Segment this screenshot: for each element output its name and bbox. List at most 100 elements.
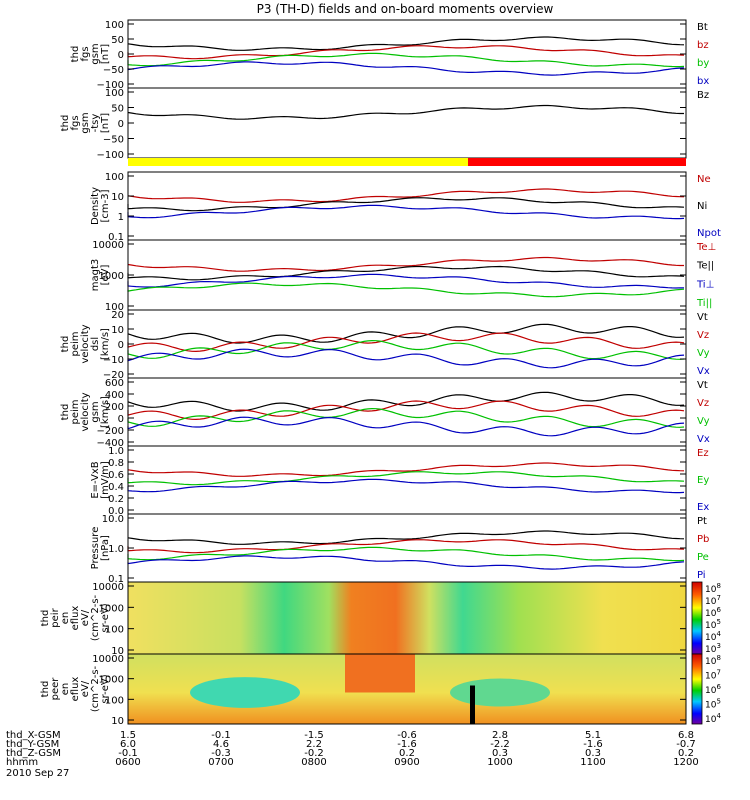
x-axis-value: 5.1 <box>585 730 601 741</box>
y-tick-label: 0.6 <box>108 470 124 481</box>
legend-item-ni: Ni <box>697 201 707 212</box>
y-tick-label: 0.8 <box>108 458 124 469</box>
x-axis-row-label: thd_X-GSM <box>6 730 61 741</box>
y-tick-label: 1000 <box>99 603 124 614</box>
y-axis-label: [km/s] <box>100 396 111 428</box>
series-line-vz <box>127 400 685 421</box>
ion-spectrogram <box>128 582 686 654</box>
colorbar-tick-label: 104 <box>705 712 721 725</box>
y-tick-label: 10000 <box>92 582 124 593</box>
colorbar <box>691 653 703 725</box>
legend-item-bt: Bt <box>697 22 708 33</box>
x-axis-value: 0.2 <box>399 748 415 759</box>
legend-item-bz: bz <box>697 40 709 51</box>
y-tick-label: 600 <box>105 378 124 389</box>
y-tick-label: −10 <box>103 355 124 366</box>
y-tick-label: 0.1 <box>108 574 124 585</box>
legend-item-vz: Vz <box>697 330 709 341</box>
x-axis-value: 0700 <box>208 757 233 768</box>
y-axis-label: velocity <box>80 392 91 431</box>
legend-item-vz: Vz <box>697 398 709 409</box>
y-tick-label: 50 <box>111 35 124 46</box>
y-axis-label: thd <box>60 115 71 132</box>
series-line-te- <box>127 256 684 272</box>
panel-frame <box>127 19 687 89</box>
spectrogram-band <box>345 654 415 693</box>
y-tick-label: −50 <box>103 135 124 146</box>
x-axis-value: 0600 <box>115 757 140 768</box>
y-axis-label: [km/s] <box>100 328 111 360</box>
y-tick-label: 20 <box>111 310 124 321</box>
y-tick-label: 0 <box>118 119 124 130</box>
panel-4: 10000 1000 100 magt3 [eV] Te⊥ Te|| Ti⊥ Ti|| <box>90 239 716 313</box>
x-axis-value: -0.1 <box>211 730 231 741</box>
y-tick-label: 10 <box>111 192 124 203</box>
legend-item-by: by <box>697 58 709 69</box>
y-tick-label: 0.2 <box>108 494 124 505</box>
y-axis-label: gsm <box>80 112 91 133</box>
y-tick-label: −400 <box>97 438 124 449</box>
y-axis-label: eflux <box>70 677 81 702</box>
y-axis-label: eV/ <box>80 609 91 626</box>
x-axis-value: 0.3 <box>492 748 508 759</box>
x-axis-value: -2.2 <box>490 739 510 750</box>
series-line-ti- <box>127 282 685 298</box>
y-tick-label: 400 <box>105 390 124 401</box>
series-line-vx <box>127 416 685 437</box>
series-line-ti- <box>127 273 685 289</box>
x-axis-value: 0.3 <box>585 748 601 759</box>
legend-item-npot: Npot <box>697 228 721 239</box>
x-axis-value: 1100 <box>580 757 605 768</box>
legend-item-te-: Te⊥ <box>696 242 716 253</box>
legend-item-vy: Vy <box>697 416 710 427</box>
panel-traces <box>127 530 685 570</box>
y-tick-label: 10 <box>111 325 124 336</box>
y-tick-label: 0 <box>118 50 124 61</box>
x-axis-value: 6.8 <box>678 730 694 741</box>
y-axis-label: thd <box>60 336 71 353</box>
y-tick-label: 1 <box>118 212 124 223</box>
series-line-vt <box>127 323 685 344</box>
x-axis-value: 2.2 <box>306 739 322 750</box>
panel-frame <box>127 87 687 159</box>
series-line-ex <box>127 478 685 494</box>
legend-item-ey: Ey <box>697 475 709 486</box>
y-axis-label: [nT] <box>100 113 111 133</box>
panel-frame <box>127 239 687 311</box>
y-tick-label: 100 <box>105 625 124 636</box>
legend-item-ti-: Ti|| <box>696 298 712 309</box>
x-axis-date: 2010 Sep 27 <box>6 768 69 779</box>
legend-item-vt: Vt <box>697 380 708 391</box>
y-axis-label: velocity <box>80 324 91 363</box>
colorbar-tick-label: 108 <box>705 654 721 667</box>
x-axis-value: 4.6 <box>213 739 229 750</box>
y-tick-label: −100 <box>97 150 124 161</box>
legend-item-ex: Ex <box>697 502 709 513</box>
panel-8: 10.0 1.0 0.1 Pressure [nPa] Pt Pb Pe Pi <box>90 513 709 585</box>
x-axis-value: 0.2 <box>678 748 694 759</box>
y-axis-label: sr-eV) <box>100 674 111 703</box>
series-line-ey <box>127 471 685 486</box>
panel-7: 1.00.80.60.40.20.0 E=-VxB [mV/m] Ez Ey Ex <box>90 445 709 517</box>
y-tick-label: 10000 <box>92 654 124 665</box>
y-tick-label: −200 <box>97 426 124 437</box>
y-tick-label: 10 <box>111 646 124 657</box>
panel-traces <box>127 104 684 120</box>
y-axis-label: dsl <box>90 337 101 351</box>
y-axis-label: Density <box>90 187 101 225</box>
series-line-npot <box>127 204 685 220</box>
mode-bar-fast-survey <box>128 158 468 166</box>
y-tick-label: 0.4 <box>108 482 124 493</box>
y-axis-label: [cm-3] <box>100 189 111 222</box>
series-line-vt <box>127 391 685 412</box>
y-axis-label: -tsy <box>90 114 101 133</box>
series-line-pi <box>127 555 685 570</box>
series-line-pb <box>127 539 685 554</box>
panel-2: 100 50 0 −50 −100 thd fgs gsm -tsy [nT] Bz <box>60 87 709 161</box>
y-axis-label: fgs <box>70 115 81 130</box>
legend-item-te-: Te|| <box>696 261 714 272</box>
y-axis-label: peim <box>70 399 81 424</box>
panel-frame <box>127 309 687 379</box>
